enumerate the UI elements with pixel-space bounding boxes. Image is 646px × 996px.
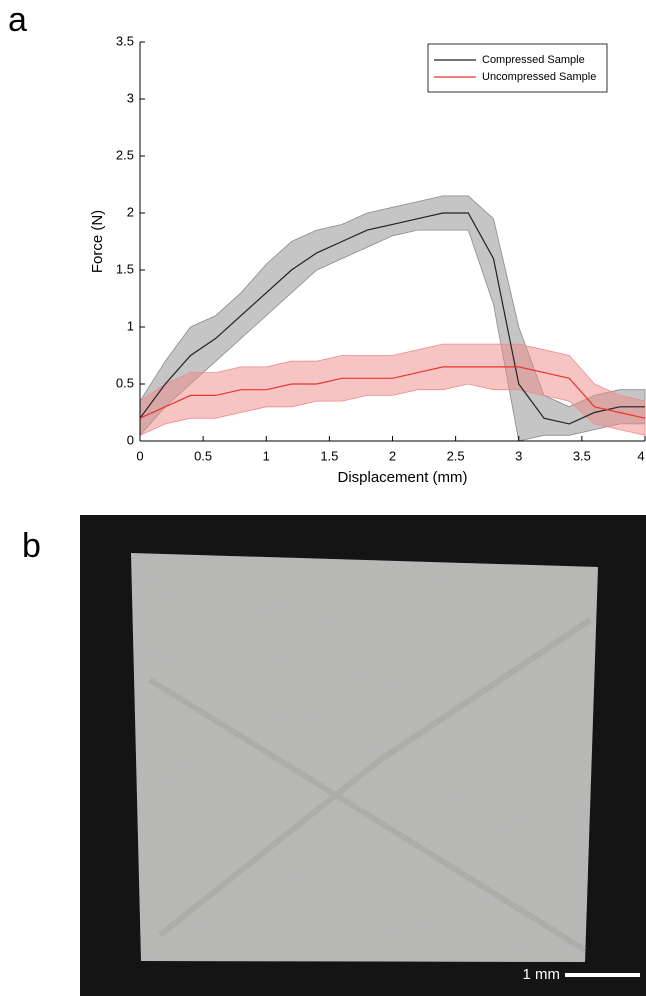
legend-label: Uncompressed Sample [482, 71, 596, 83]
x-tick-label: 3 [515, 448, 522, 463]
x-tick-label: 0 [136, 448, 143, 463]
legend-label: Compressed Sample [482, 54, 585, 66]
x-tick-label: 3.5 [573, 448, 591, 463]
y-tick-label: 1.5 [116, 261, 134, 276]
line [140, 212, 645, 425]
x-tick-label: 2.5 [447, 448, 465, 463]
panel-label: a [8, 1, 27, 39]
x-tick-label: 4 [637, 448, 644, 463]
y-tick-label: 2 [127, 204, 134, 219]
y-tick-label: 1 [127, 318, 134, 333]
y-axis-label: Force (N) [89, 210, 106, 273]
scale-bar [565, 973, 640, 977]
x-tick-label: 1 [263, 448, 270, 463]
sample-fold [148, 617, 592, 953]
x-tick-label: 1.5 [320, 448, 338, 463]
x-axis-label: Displacement (mm) [337, 469, 467, 486]
y-tick-label: 2.5 [116, 147, 134, 162]
panel-label: b [22, 527, 41, 565]
line [140, 366, 646, 419]
x-tick-label: 2 [389, 448, 396, 463]
plot-area [140, 195, 646, 442]
y-tick-label: 0 [127, 432, 134, 447]
y-tick-label: 3.5 [116, 33, 134, 48]
x-tick-label: 0.5 [194, 448, 212, 463]
sample [131, 553, 598, 962]
y-tick-label: 0.5 [116, 375, 134, 390]
legend [427, 43, 608, 93]
plot: 0 0.5 1 1.5 2 2.5 3 3.5 0 0.5 1 1.5 2 2.5 3 3.5 4 Displac… [89, 33, 646, 486]
scale-bar-label: 1 mm [523, 966, 561, 983]
y-tick-label: 3 [127, 90, 134, 105]
